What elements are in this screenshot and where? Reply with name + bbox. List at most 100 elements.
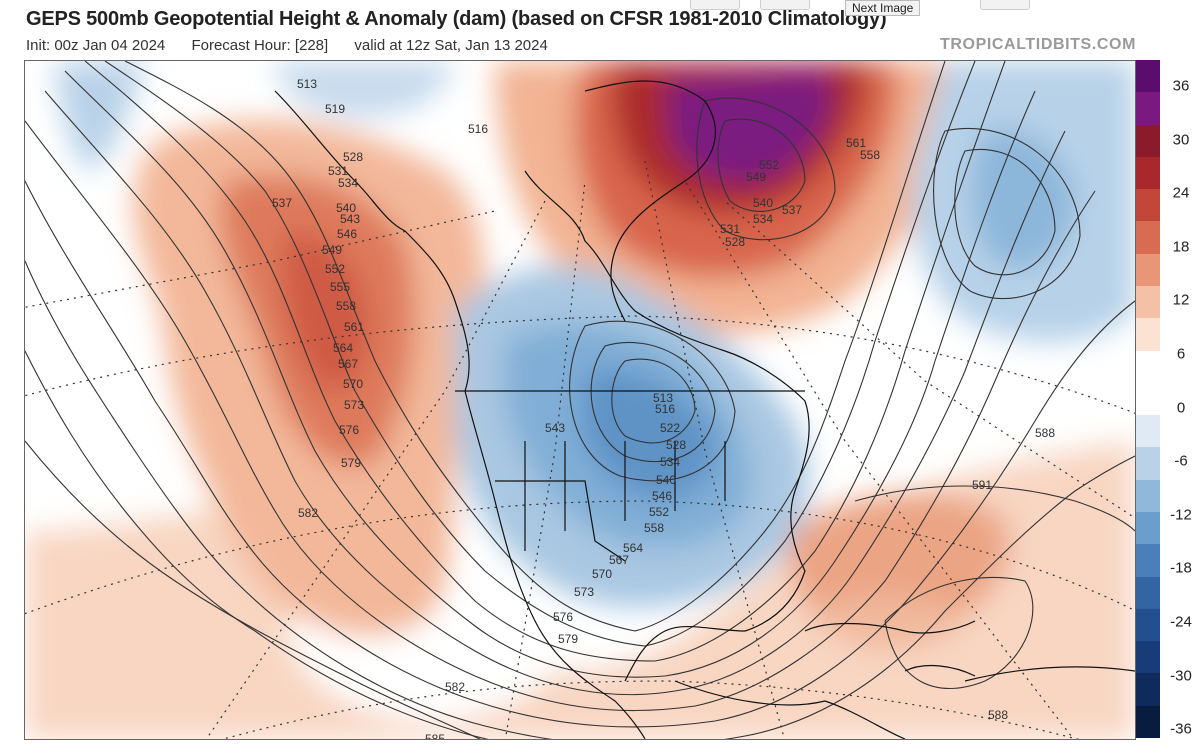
contour-label: 552: [759, 158, 779, 172]
contour-label: 576: [553, 610, 573, 624]
contour-label: 588: [1035, 426, 1055, 440]
colorbar-cell: [1136, 673, 1160, 707]
contour-labels: 513 519 516 528 531 534 537 540 543 546 …: [272, 77, 1055, 739]
contour-label: 564: [623, 541, 643, 555]
forecast-hour: Forecast Hour: [228]: [191, 37, 329, 54]
contour-label: 573: [344, 398, 364, 412]
contour-label: 570: [592, 567, 612, 581]
colorbar-cell: [1136, 189, 1160, 222]
colorbar-cell: [1136, 512, 1160, 545]
contour-label: 540: [656, 473, 676, 487]
contour-label: 537: [272, 196, 292, 210]
colorbar-cell: [1136, 286, 1160, 319]
contour-label: 561: [344, 320, 364, 334]
contour-label: 558: [644, 521, 664, 535]
nav-button-2[interactable]: [760, 0, 810, 10]
header: GEPS 500mb Geopotential Height & Anomaly…: [0, 0, 1200, 58]
colorbar-tick: 18: [1172, 238, 1190, 256]
contour-label: 543: [545, 421, 565, 435]
contour-label: 567: [609, 553, 629, 567]
contour-label: 576: [339, 423, 359, 437]
colorbar-tick: 30: [1172, 131, 1190, 149]
graticule: [25, 160, 1135, 739]
contour-label: 570: [343, 377, 363, 391]
contour-label: 513: [653, 391, 673, 405]
colorbar-tick: -24: [1170, 613, 1192, 631]
colorbar-cell: [1136, 576, 1160, 610]
next-image-tooltip: Next Image: [845, 0, 921, 16]
colorbar-cell: [1136, 221, 1160, 255]
page-title: GEPS 500mb Geopotential Height & Anomaly…: [26, 8, 887, 30]
contour-label: 540: [336, 201, 356, 215]
colorbar-cell: [1136, 447, 1160, 481]
map-svg: 513 519 516 528 531 534 537 540 543 546 …: [25, 61, 1135, 739]
height-contours: [25, 61, 1135, 739]
colorbar-tick: 12: [1172, 291, 1190, 309]
contour-label: 558: [860, 148, 880, 162]
contour-label: 534: [753, 212, 773, 226]
contour-label: 531: [328, 164, 348, 178]
colorbar-legend: 36 30 24 18 12 6 0 -6 -12 -18 -24 -30 -3…: [1134, 60, 1200, 739]
nav-button-3[interactable]: [980, 0, 1030, 10]
colorbar-tick: 24: [1172, 184, 1190, 202]
contour-label: 552: [649, 505, 669, 519]
contour-label: 534: [338, 176, 358, 190]
colorbar-cell: [1136, 415, 1160, 448]
colorbar-tick: 0: [1176, 399, 1186, 417]
contour-label: 579: [558, 632, 578, 646]
colorbar-tick: -30: [1170, 667, 1192, 685]
colorbar-cell: [1136, 350, 1160, 384]
colorbar-tick: -6: [1174, 452, 1188, 470]
contour-label: 555: [330, 280, 350, 294]
colorbar-cell: [1136, 318, 1160, 352]
contour-label: 558: [336, 299, 356, 313]
colorbar-cell: [1136, 608, 1160, 642]
contour-label: 519: [325, 102, 345, 116]
contour-label: 549: [322, 243, 342, 257]
site-brand[interactable]: TROPICALTIDBITS.COM: [940, 36, 1136, 53]
init-time: Init: 00z Jan 04 2024: [26, 37, 166, 54]
colorbar-cell: [1136, 92, 1160, 126]
contour-label: 582: [298, 506, 318, 520]
contour-label: 582: [445, 680, 465, 694]
colorbar-tick: -12: [1170, 506, 1192, 524]
contour-label: 528: [725, 235, 745, 249]
colorbar-tick: -36: [1170, 720, 1192, 738]
contour-label: 513: [297, 77, 317, 91]
nav-button-1[interactable]: [690, 0, 740, 10]
colorbar-cell: [1136, 641, 1160, 674]
contour-label: 534: [660, 455, 680, 469]
contour-label: 528: [343, 150, 363, 164]
contour-label: 540: [753, 196, 773, 210]
contour-label: 591: [972, 478, 992, 492]
anomaly-shading: [25, 61, 1135, 739]
contour-label: 546: [337, 227, 357, 241]
contour-label: 543: [340, 212, 360, 226]
contour-label: 567: [338, 357, 358, 371]
contour-label: 561: [846, 136, 866, 150]
contour-label: 573: [574, 585, 594, 599]
colorbar-cell: [1136, 124, 1160, 158]
contour-label: 564: [333, 341, 353, 355]
colorbar-cell: [1136, 705, 1160, 739]
contour-label: 549: [746, 170, 766, 184]
coastlines: [274, 80, 1135, 739]
colorbar-cell: [1136, 156, 1160, 190]
contour-label: 531: [720, 222, 740, 236]
contour-label: 546: [652, 489, 672, 503]
contour-label: 552: [325, 262, 345, 276]
colorbar-cell: [1136, 382, 1160, 416]
contour-label: 588: [988, 708, 1008, 722]
contour-label: 585: [425, 732, 445, 739]
contour-label: 522: [660, 421, 680, 435]
colorbar-tick: 36: [1172, 77, 1190, 95]
contour-label: 537: [782, 203, 802, 217]
contour-label: 516: [468, 122, 488, 136]
valid-time: valid at 12z Sat, Jan 13 2024: [354, 37, 548, 54]
map-panel: 513 519 516 528 531 534 537 540 543 546 …: [24, 60, 1136, 740]
colorbar-cell: [1136, 253, 1160, 287]
colorbar-cell: [1136, 60, 1160, 93]
colorbar-cell: [1136, 479, 1160, 513]
contour-label: 516: [655, 402, 675, 416]
colorbar: [1136, 60, 1160, 739]
